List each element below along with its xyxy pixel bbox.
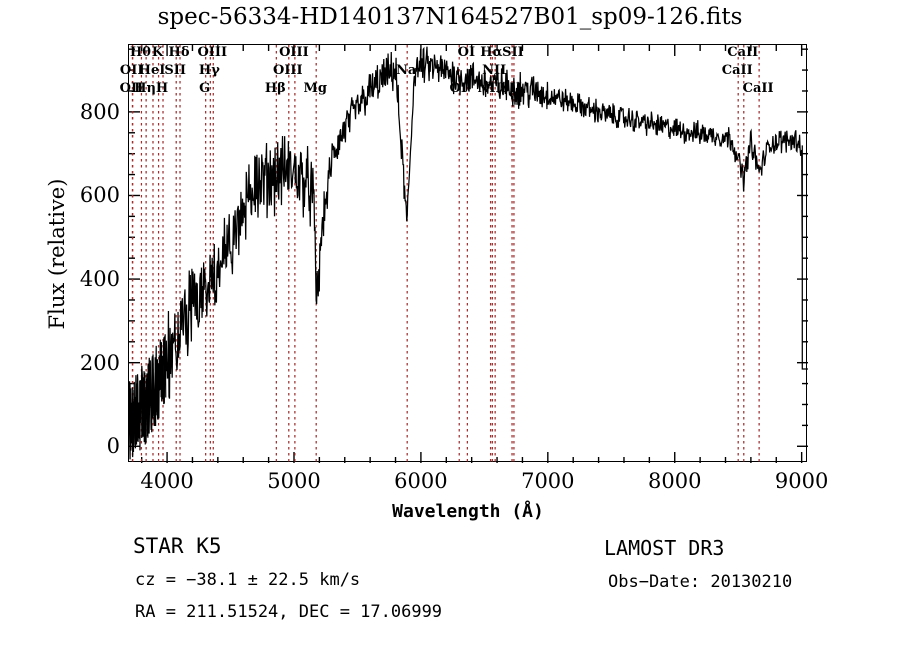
spectral-line-label: SII	[500, 81, 522, 96]
x-tick-label: 9000	[774, 469, 829, 493]
y-tick-label: 0	[106, 434, 120, 459]
spectral-line-label: CaII	[727, 45, 759, 60]
x-tick-label: 7000	[521, 469, 575, 493]
x-tick-label: 5000	[267, 469, 321, 493]
y-axis-label: Flux (relative)	[45, 178, 69, 330]
spectrum-svg	[128, 45, 808, 463]
spectral-line-label: OI	[457, 45, 476, 60]
spectral-line-label: OIII	[272, 63, 303, 78]
x-tick-label: 6000	[394, 469, 448, 493]
plot-canvas	[128, 45, 808, 463]
spectral-line-label: H	[155, 81, 169, 96]
y-tick-label: 800	[79, 99, 120, 124]
spectral-line-label: K	[151, 45, 164, 60]
x-tick-label: 4000	[140, 469, 194, 493]
spectral-line-label: OII	[119, 81, 144, 96]
spectral-line-label: SII	[502, 45, 524, 60]
spectral-line-label: OIII	[279, 45, 309, 60]
spectral-line-label: Mg	[303, 81, 327, 96]
spectral-line-label: Hα	[480, 45, 503, 60]
spectral-line-label: OIII	[197, 45, 228, 60]
x-tick-label: 8000	[648, 469, 702, 493]
x-axis-label: Wavelength (Å)	[392, 501, 544, 522]
radec-label: RA = 211.51524, DEC = 17.06999	[135, 602, 443, 622]
y-tick-label: 600	[79, 183, 120, 208]
y-tick-label: 400	[79, 267, 120, 292]
spectral-line-label: NII	[482, 63, 507, 78]
spectral-line-label: G	[199, 81, 211, 96]
spectral-line-label: Hβ	[264, 81, 286, 96]
spectral-line-label: Na	[396, 63, 417, 78]
spectral-line-label: Hγ	[198, 63, 220, 78]
spectral-line-label: Hδ	[168, 45, 190, 60]
spectrum-trace	[128, 46, 808, 460]
spectrum-plot: Flux (relative) 4000 5000 6000 7000 8000 9000…	[45, 44, 828, 522]
spectral-line-label: CaII	[742, 81, 774, 96]
spectral-line-label: Hθ	[129, 45, 151, 60]
spectral-line-label: Hη	[134, 81, 156, 96]
cz-label: cz = −38.1 ± 22.5 km/s	[135, 570, 361, 590]
spectral-line-label: CaII	[721, 63, 753, 78]
spectral-line-label: OI	[449, 81, 467, 96]
survey-label: LAMOST DR3	[604, 536, 725, 560]
spectral-line-label: SII	[164, 63, 186, 78]
star-type-label: STAR K5	[133, 534, 222, 558]
spectrum-trace-blue-noise	[128, 334, 167, 458]
spectral-line-label: OII	[119, 63, 144, 78]
y-tick-label: 200	[79, 350, 120, 375]
spectral-line-label: NII	[477, 81, 502, 96]
obs-date-label: Obs−Date: 20130210	[608, 572, 793, 592]
page-title: spec-56334-HD140137N164527B01_sp09-126.f…	[157, 4, 743, 30]
spectral-line-label: HeI	[138, 63, 166, 78]
